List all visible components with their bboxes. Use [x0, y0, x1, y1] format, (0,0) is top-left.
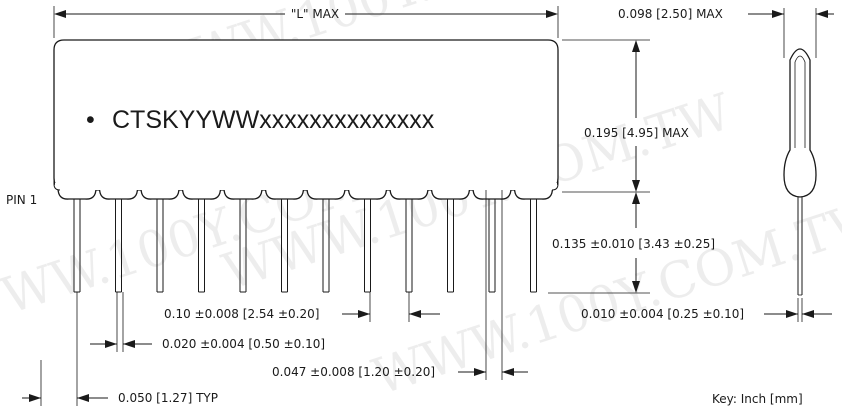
body-scallop-3	[140, 187, 180, 200]
body-seam-cover	[55, 183, 557, 190]
lead-2	[115, 188, 122, 293]
lead-width-label: 0.020 ±0.004 [0.50 ±0.10]	[162, 337, 325, 351]
shoulder-width-label: 0.047 ±0.008 [1.20 ±0.20]	[272, 365, 435, 379]
lead-8	[364, 188, 371, 293]
body-scallop-5	[223, 187, 263, 200]
lead-4	[198, 188, 205, 293]
lead-width-dimension: 0.020 ±0.004 [0.50 ±0.10]	[90, 292, 325, 352]
lead-3	[156, 188, 164, 293]
lead-5	[239, 188, 247, 293]
end-offset-dimension: 0.050 [1.27] TYP	[22, 292, 218, 406]
body-bottom-edge	[53, 178, 559, 191]
seating-height-label: 0.135 ±0.010 [3.43 ±0.25]	[552, 237, 715, 251]
width-dimension: 0.098 [2.50] MAX	[618, 7, 834, 58]
length-dimension: "L" MAX	[53, 6, 559, 38]
body-scallop-12	[513, 187, 554, 200]
lead-6	[281, 188, 288, 293]
shoulder-width-dimension: 0.047 ±0.008 [1.20 ±0.20]	[272, 190, 528, 380]
lead-12	[530, 188, 537, 293]
pin-pitch-dimension: 0.10 ±0.008 [2.54 ±0.20]	[164, 292, 440, 322]
height-label: 0.195 [4.95] MAX	[584, 126, 689, 140]
lead-thickness-dimension: 0.010 ±0.004 [0.25 ±0.10]	[581, 298, 832, 322]
body-scallop-1	[57, 187, 97, 200]
pin1-label: PIN 1	[6, 193, 37, 207]
body-scallop-11	[472, 187, 512, 200]
body-scallop-8	[347, 187, 388, 200]
body-scallop-4	[181, 187, 222, 200]
lead-11	[488, 188, 496, 293]
body-scallop-10	[430, 187, 471, 200]
leads-group	[73, 188, 537, 293]
body-scallop-7	[306, 187, 346, 200]
width-label: 0.098 [2.50] MAX	[618, 7, 723, 21]
lead-10	[447, 188, 454, 293]
body-scallops	[53, 178, 559, 200]
seating-height-dimension: 0.135 ±0.010 [3.43 ±0.25]	[548, 192, 715, 294]
units-key: Key: Inch [mm]	[712, 392, 803, 406]
lead-7	[322, 188, 330, 293]
end-offset-label: 0.050 [1.27] TYP	[118, 391, 218, 405]
height-dimension: 0.195 [4.95] MAX	[562, 39, 689, 193]
body-scallop-9	[389, 187, 429, 200]
pin-pitch-label: 0.10 ±0.008 [2.54 ±0.20]	[164, 307, 319, 321]
body-scallop-6	[264, 187, 305, 200]
body-scallop-2	[98, 187, 139, 200]
lead-thickness-label: 0.010 ±0.004 [0.25 ±0.10]	[581, 307, 744, 321]
marking-bullet: •	[86, 106, 95, 134]
marking-text: CTSKYYWWxxxxxxxxxxxxxx	[112, 106, 435, 134]
side-view	[783, 48, 817, 296]
length-label: "L" MAX	[291, 7, 339, 21]
